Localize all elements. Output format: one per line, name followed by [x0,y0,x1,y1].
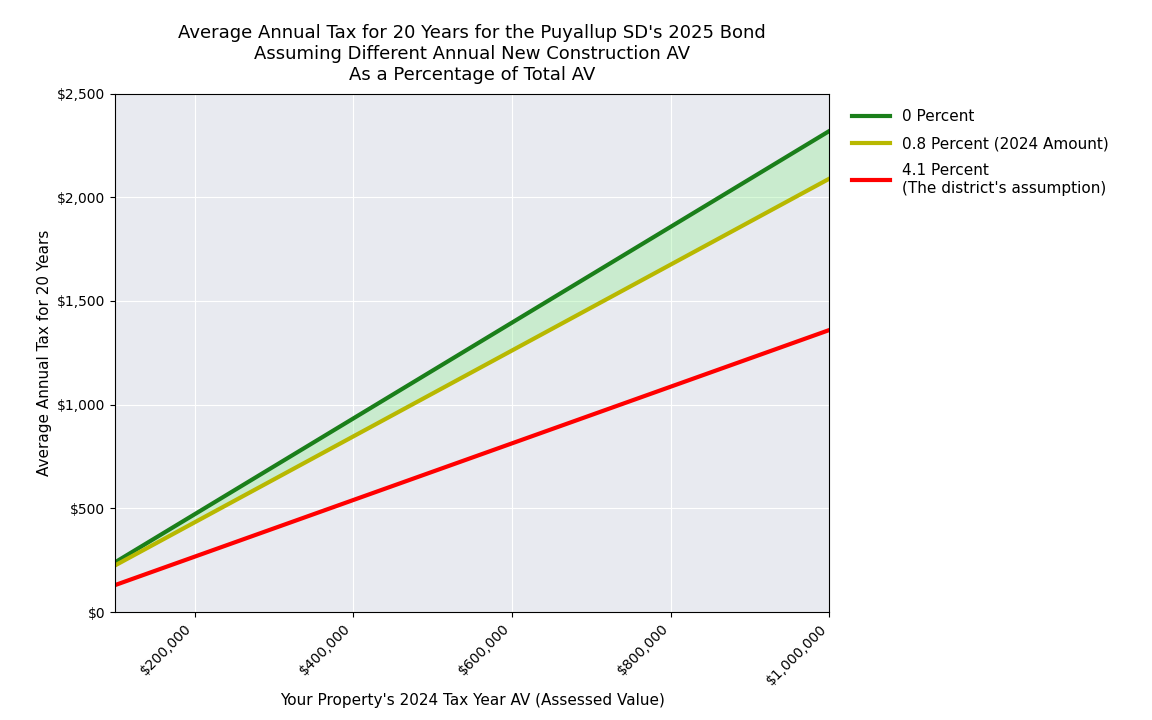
Legend: 0 Percent, 0.8 Percent (2024 Amount), 4.1 Percent
(The district's assumption): 0 Percent, 0.8 Percent (2024 Amount), 4.… [844,102,1116,203]
Y-axis label: Average Annual Tax for 20 Years: Average Annual Tax for 20 Years [37,230,52,476]
Title: Average Annual Tax for 20 Years for the Puyallup SD's 2025 Bond
Assuming Differe: Average Annual Tax for 20 Years for the … [179,24,766,84]
X-axis label: Your Property's 2024 Tax Year AV (Assessed Value): Your Property's 2024 Tax Year AV (Assess… [280,693,665,708]
